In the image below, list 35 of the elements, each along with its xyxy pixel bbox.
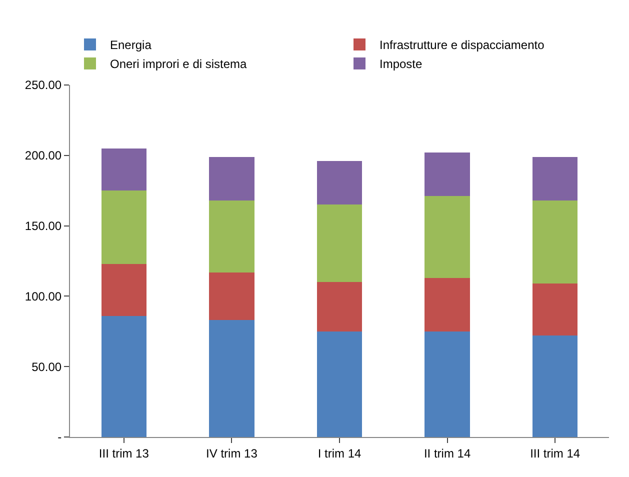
legend-label: Energia (110, 38, 152, 52)
x-tick-label: I trim 14 (318, 446, 362, 460)
bar (316, 331, 362, 437)
bar (424, 196, 470, 278)
bar (316, 204, 362, 282)
bar (424, 331, 470, 437)
bar (101, 264, 147, 316)
x-tick-label: II trim 14 (424, 446, 471, 460)
bar (209, 272, 254, 320)
y-tick-label: - (58, 430, 62, 444)
x-tick-label: III trim 14 (530, 446, 580, 460)
bar (101, 148, 147, 191)
y-tick-label: 200.00 (24, 148, 62, 163)
legend-label: Infrastrutture e dispacciamento (380, 38, 545, 52)
bar (101, 190, 147, 264)
bar (424, 152, 470, 196)
bar (316, 282, 362, 332)
bar (316, 161, 362, 205)
x-tick-label: IV trim 13 (206, 446, 258, 460)
x-tick-label: III trim 13 (98, 446, 150, 460)
bar (101, 316, 147, 437)
bar (532, 200, 578, 284)
bar (532, 156, 578, 200)
bar (209, 156, 254, 200)
bar (424, 278, 470, 332)
y-tick-label: 150.00 (24, 219, 62, 233)
legend-label: Oneri improri e di sistema (110, 57, 248, 72)
bar (532, 336, 578, 437)
y-tick-label: 50.00 (32, 360, 62, 374)
legend-label: Imposte (380, 57, 423, 72)
bar (532, 284, 578, 336)
y-tick-label: 100.00 (24, 289, 62, 304)
bar (209, 320, 254, 437)
y-tick-label: 250.00 (24, 78, 62, 92)
bar (209, 200, 254, 272)
